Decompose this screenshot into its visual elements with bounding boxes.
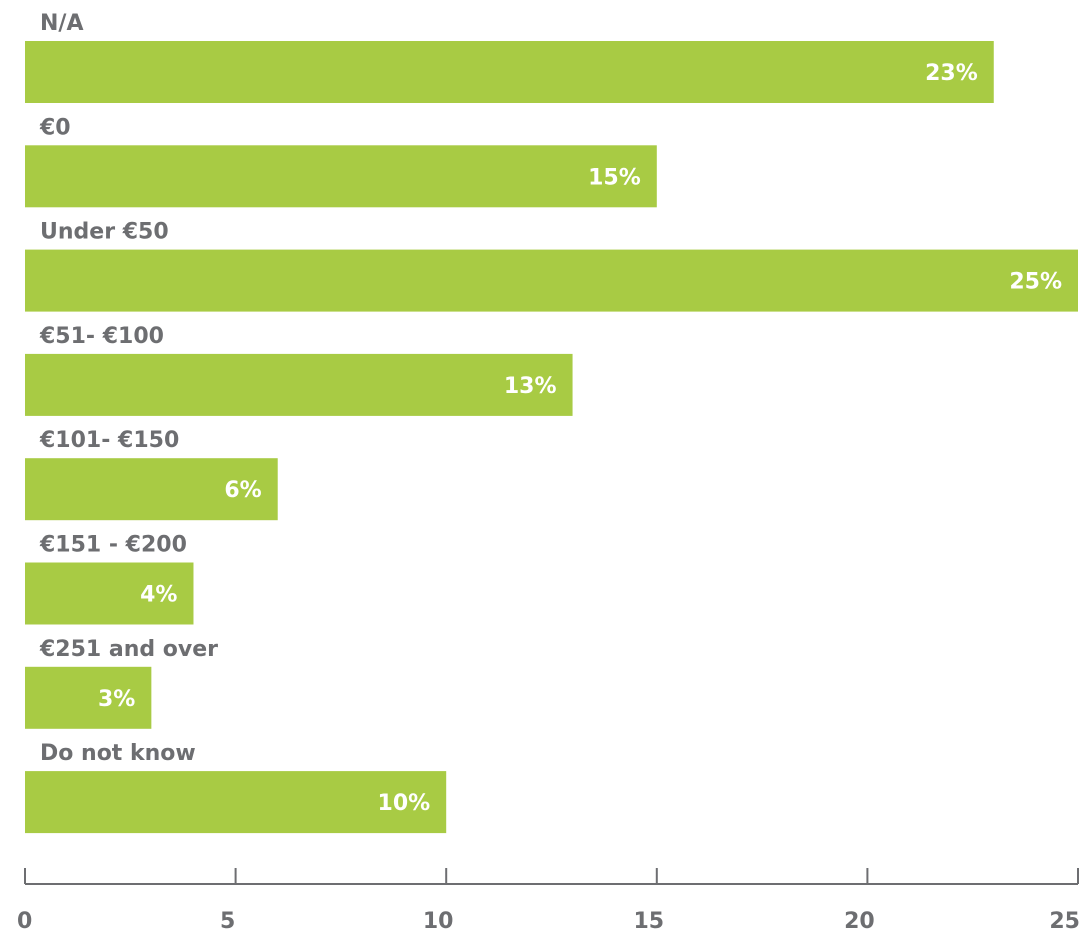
bar	[25, 458, 278, 521]
bar	[25, 145, 657, 208]
category-label: €151 - €200	[39, 533, 187, 558]
bar	[25, 249, 1078, 312]
value-label: 23%	[925, 61, 978, 86]
category-label: €0	[39, 115, 71, 140]
value-label: 3%	[98, 687, 135, 712]
bar	[25, 666, 152, 729]
category-label: €251 and over	[39, 637, 218, 662]
value-label: 10%	[378, 791, 431, 816]
category-label: Under €50	[40, 220, 169, 245]
x-tick-label: 15	[633, 909, 664, 934]
x-tick-label: 5	[220, 909, 235, 934]
value-label: 15%	[588, 165, 641, 190]
x-tick-label: 25	[1049, 909, 1080, 934]
value-label: 25%	[1009, 270, 1062, 295]
x-tick-label: 10	[423, 909, 454, 934]
category-label: €51- €100	[39, 324, 164, 349]
x-tick-label: 0	[17, 909, 32, 934]
category-label: €101- €150	[39, 428, 179, 453]
x-tick-label: 20	[844, 909, 875, 934]
category-label: N/A	[40, 11, 83, 36]
bar	[25, 41, 994, 103]
bar	[25, 562, 194, 625]
bar	[25, 771, 447, 834]
value-label: 13%	[504, 374, 557, 399]
category-label: Do not know	[40, 741, 196, 766]
value-label: 4%	[140, 583, 177, 608]
bar	[25, 353, 573, 416]
value-label: 6%	[224, 478, 261, 503]
